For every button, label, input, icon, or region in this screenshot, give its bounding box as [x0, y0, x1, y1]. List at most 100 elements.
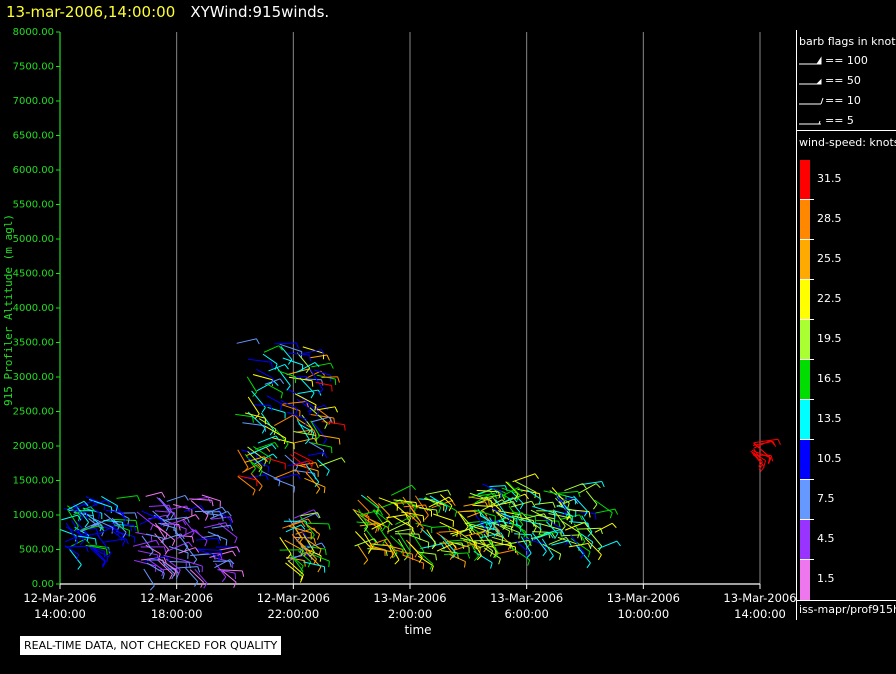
- wind-barb: [299, 516, 315, 540]
- speed-color-label: 4.5: [817, 532, 835, 545]
- wind-barb: [163, 554, 187, 567]
- wind-barb-staff: [357, 513, 378, 528]
- wind-barb: [165, 558, 181, 576]
- wind-barb: [309, 407, 328, 429]
- wind-barb-flag: [150, 524, 154, 531]
- wind-barb-staff: [307, 452, 325, 456]
- wind-barb-staff: [301, 414, 313, 429]
- wind-barb: [370, 547, 394, 558]
- wind-barb-staff: [236, 338, 257, 344]
- data-source-label: iss-mapr/prof915h: [799, 603, 896, 616]
- wind-barb-flag: [300, 550, 304, 557]
- wind-barb-staff: [293, 451, 314, 463]
- wind-barb-flag: [317, 533, 321, 540]
- wind-barb-staff: [253, 446, 272, 459]
- wind-barb-staff: [294, 509, 314, 519]
- wind-barb-staff: [195, 537, 218, 541]
- wind-barb-flag: [95, 538, 97, 545]
- wind-barb: [185, 567, 199, 587]
- wind-barb: [442, 540, 455, 560]
- wind-barb-flag: [300, 574, 304, 581]
- wind-barb-staff: [308, 441, 325, 451]
- wind-barb-staff: [495, 499, 507, 516]
- wind-barb-flag: [526, 552, 532, 558]
- wind-barb-flag: [343, 424, 346, 431]
- wind-barb: [136, 511, 154, 531]
- wind-barb-flag: [444, 506, 448, 513]
- wind-barb-flag: [286, 385, 291, 391]
- wind-barb: [479, 540, 494, 557]
- speed-color-swatch: [800, 320, 810, 360]
- wind-barb-flag: [197, 566, 201, 573]
- wind-barb: [366, 495, 380, 513]
- wind-barb-staff: [459, 513, 474, 529]
- wind-barb: [175, 534, 194, 543]
- wind-barb-staff: [575, 510, 596, 515]
- wind-barb: [371, 520, 393, 530]
- wind-barb-staff: [296, 362, 316, 373]
- wind-barb-staff: [266, 457, 286, 464]
- wind-barb: [304, 477, 326, 494]
- wind-barb: [147, 558, 165, 577]
- wind-barb-staff: [141, 535, 154, 552]
- wind-barb-staff: [158, 522, 176, 529]
- wind-barb: [578, 483, 601, 494]
- wind-barb-staff: [410, 507, 422, 523]
- wind-barb: [479, 532, 505, 539]
- wind-barb-flag: [265, 446, 271, 452]
- speed-color-label: 28.5: [817, 212, 842, 225]
- wind-barb-flag: [587, 543, 592, 550]
- wind-barb-flag: [265, 474, 269, 481]
- wind-barb: [207, 531, 228, 546]
- y-tick-label: 3500.00: [13, 338, 54, 349]
- wind-barb-staff: [440, 550, 458, 554]
- wind-barb-staff: [91, 546, 106, 562]
- wind-barb-flag: [100, 525, 105, 532]
- wind-barb: [91, 546, 106, 567]
- x-tick-time: 14:00:00: [734, 607, 786, 621]
- wind-barb-staff: [145, 491, 162, 497]
- wind-barb-staff: [393, 499, 417, 503]
- wind-barb: [750, 450, 767, 467]
- wind-barb-flag: [415, 502, 418, 509]
- wind-barb-staff: [507, 481, 521, 496]
- wind-barb-flag: [436, 509, 438, 516]
- wind-barb: [464, 522, 484, 542]
- wind-barb-flag: [227, 511, 232, 517]
- wind-barb-staff: [145, 533, 164, 539]
- wind-barb-flag: [295, 408, 298, 415]
- wind-barb-staff: [358, 508, 369, 526]
- wind-barb: [156, 524, 176, 547]
- wind-barb-staff: [176, 566, 198, 569]
- wind-barb-flag: [328, 561, 330, 568]
- wind-barb-flag: [83, 500, 89, 507]
- wind-barb-staff: [456, 509, 475, 513]
- wind-barb-flag: [313, 509, 318, 515]
- wind-barb-staff: [491, 536, 511, 544]
- wind-barb-staff: [556, 494, 568, 512]
- wind-barb: [296, 362, 320, 373]
- wind-barb: [417, 555, 434, 572]
- wind-barb-staff: [288, 551, 307, 562]
- wind-barb: [418, 551, 437, 561]
- wind-barb: [553, 510, 573, 522]
- wind-barb-staff: [386, 514, 406, 519]
- wind-barb-staff: [158, 560, 173, 575]
- wind-barb-staff: [481, 528, 503, 538]
- wind-barb-flag: [491, 492, 497, 498]
- x-tick-date: 12-Mar-2006: [23, 591, 96, 605]
- wind-barb-flag: [182, 519, 187, 526]
- wind-barb: [474, 509, 496, 522]
- wind-barb-flag: [99, 523, 104, 529]
- wind-barb-staff: [166, 494, 186, 502]
- wind-barb-staff: [457, 511, 469, 527]
- wind-barb-staff: [218, 569, 243, 572]
- wind-barb-flag: [85, 546, 89, 553]
- wind-barb-staff: [266, 395, 283, 405]
- wind-barb: [386, 514, 409, 521]
- wind-barb-flag: [95, 528, 99, 535]
- wind-barb: [113, 518, 138, 527]
- wind-barb: [467, 538, 479, 562]
- wind-barb-staff: [436, 543, 453, 552]
- wind-barb-staff: [183, 519, 195, 533]
